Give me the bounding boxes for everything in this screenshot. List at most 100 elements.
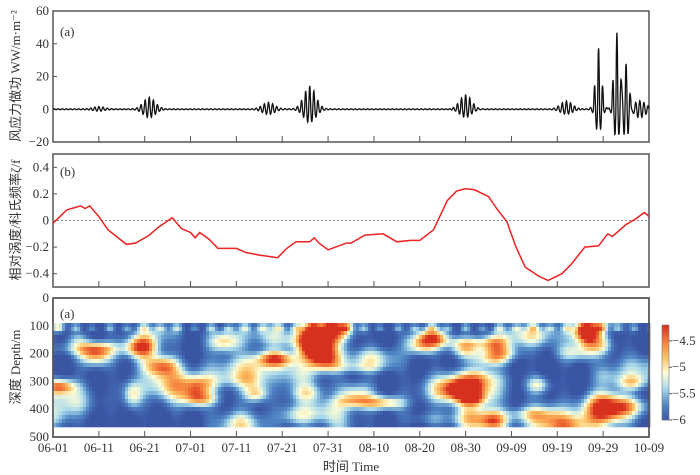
- heatmap-cell: [422, 371, 426, 376]
- heatmap-cell: [263, 419, 267, 424]
- heatmap-cell: [215, 391, 219, 396]
- heatmap-cell: [128, 391, 132, 396]
- heatmap-cell: [386, 359, 390, 364]
- heatmap-cell: [137, 355, 141, 360]
- heatmap-cell: [293, 363, 297, 368]
- heatmap-cell: [134, 331, 138, 336]
- heatmap-cell: [533, 391, 537, 396]
- heatmap-cell: [383, 391, 387, 396]
- heatmap-cell: [521, 367, 525, 372]
- heatmap-cell: [278, 355, 282, 360]
- heatmap-cell: [323, 363, 327, 368]
- heatmap-cell: [413, 355, 417, 360]
- heatmap-cell: [344, 403, 348, 408]
- heatmap-cell: [299, 383, 303, 388]
- heatmap-cell: [617, 351, 621, 356]
- heatmap-cell: [566, 387, 570, 392]
- heatmap-cell: [92, 355, 96, 360]
- heatmap-cell: [290, 387, 294, 392]
- heatmap-cell: [278, 331, 282, 336]
- heatmap-cell: [413, 363, 417, 368]
- heatmap-cell: [119, 419, 123, 424]
- heatmap-cell: [434, 339, 438, 344]
- heatmap-cell: [611, 419, 615, 424]
- heatmap-cell: [293, 411, 297, 416]
- heatmap-cell: [179, 415, 183, 420]
- heatmap-cell: [383, 355, 387, 360]
- heatmap-cell: [206, 327, 210, 332]
- heatmap-cell: [437, 407, 441, 412]
- heatmap-cell: [404, 363, 408, 368]
- heatmap-cell: [65, 415, 69, 420]
- heatmap-cell: [173, 363, 177, 368]
- heatmap-cell: [185, 331, 189, 336]
- heatmap-cell: [548, 375, 552, 380]
- heatmap-cell: [530, 355, 534, 360]
- heatmap-cell: [593, 399, 597, 404]
- heatmap-cell: [65, 399, 69, 404]
- heatmap-cell: [599, 407, 603, 412]
- heatmap-cell: [83, 423, 87, 428]
- heatmap-cell: [89, 343, 93, 348]
- heatmap-cell: [272, 367, 276, 372]
- heatmap-cell: [515, 351, 519, 356]
- heatmap-cell: [605, 343, 609, 348]
- heatmap-cell: [266, 327, 270, 332]
- heatmap-cell: [398, 407, 402, 412]
- heatmap-cell: [416, 339, 420, 344]
- heatmap-cell: [71, 383, 75, 388]
- heatmap-cell: [419, 383, 423, 388]
- heatmap-cell: [260, 375, 264, 380]
- heatmap-cell: [515, 335, 519, 340]
- heatmap-cell: [416, 363, 420, 368]
- heatmap-cell: [152, 367, 156, 372]
- heatmap-cell: [470, 423, 474, 428]
- heatmap-cell: [506, 375, 510, 380]
- heatmap-cell: [284, 379, 288, 384]
- heatmap-cell: [92, 363, 96, 368]
- heatmap-cell: [314, 399, 318, 404]
- heatmap-cell: [215, 415, 219, 420]
- heatmap-cell: [275, 395, 279, 400]
- heatmap-cell: [362, 335, 366, 340]
- heatmap-cell: [80, 399, 84, 404]
- heatmap-cell: [326, 391, 330, 396]
- heatmap-cell: [491, 387, 495, 392]
- heatmap-cell: [581, 387, 585, 392]
- heatmap-cell: [494, 423, 498, 428]
- heatmap-cell: [350, 323, 354, 328]
- heatmap-cell: [413, 419, 417, 424]
- heatmap-cell: [464, 383, 468, 388]
- heatmap-cell: [389, 331, 393, 336]
- heatmap-cell: [158, 367, 162, 372]
- heatmap-cell: [419, 355, 423, 360]
- heatmap-cell: [200, 355, 204, 360]
- heatmap-cell: [596, 343, 600, 348]
- heatmap-cell: [86, 347, 90, 352]
- heatmap-cell: [464, 359, 468, 364]
- heatmap-cell: [218, 387, 222, 392]
- heatmap-cell: [509, 359, 513, 364]
- heatmap-cell: [197, 423, 201, 428]
- heatmap-cell: [539, 423, 543, 428]
- heatmap-cell: [377, 395, 381, 400]
- heatmap-cell: [473, 327, 477, 332]
- heatmap-cell: [449, 343, 453, 348]
- heatmap-cell: [536, 423, 540, 428]
- heatmap-cell: [608, 347, 612, 352]
- heatmap-cell: [329, 391, 333, 396]
- heatmap-cell: [116, 323, 120, 328]
- heatmap-cell: [482, 343, 486, 348]
- heatmap-cell: [83, 407, 87, 412]
- heatmap-cell: [113, 403, 117, 408]
- heatmap-cell: [446, 383, 450, 388]
- heatmap-cell: [275, 355, 279, 360]
- heatmap-cell: [425, 379, 429, 384]
- heatmap-cell: [539, 339, 543, 344]
- heatmap-cell: [116, 363, 120, 368]
- heatmap-cell: [314, 419, 318, 424]
- heatmap-cell: [251, 327, 255, 332]
- heatmap-cell: [590, 331, 594, 336]
- heatmap-cell: [116, 399, 120, 404]
- heatmap-cell: [503, 375, 507, 380]
